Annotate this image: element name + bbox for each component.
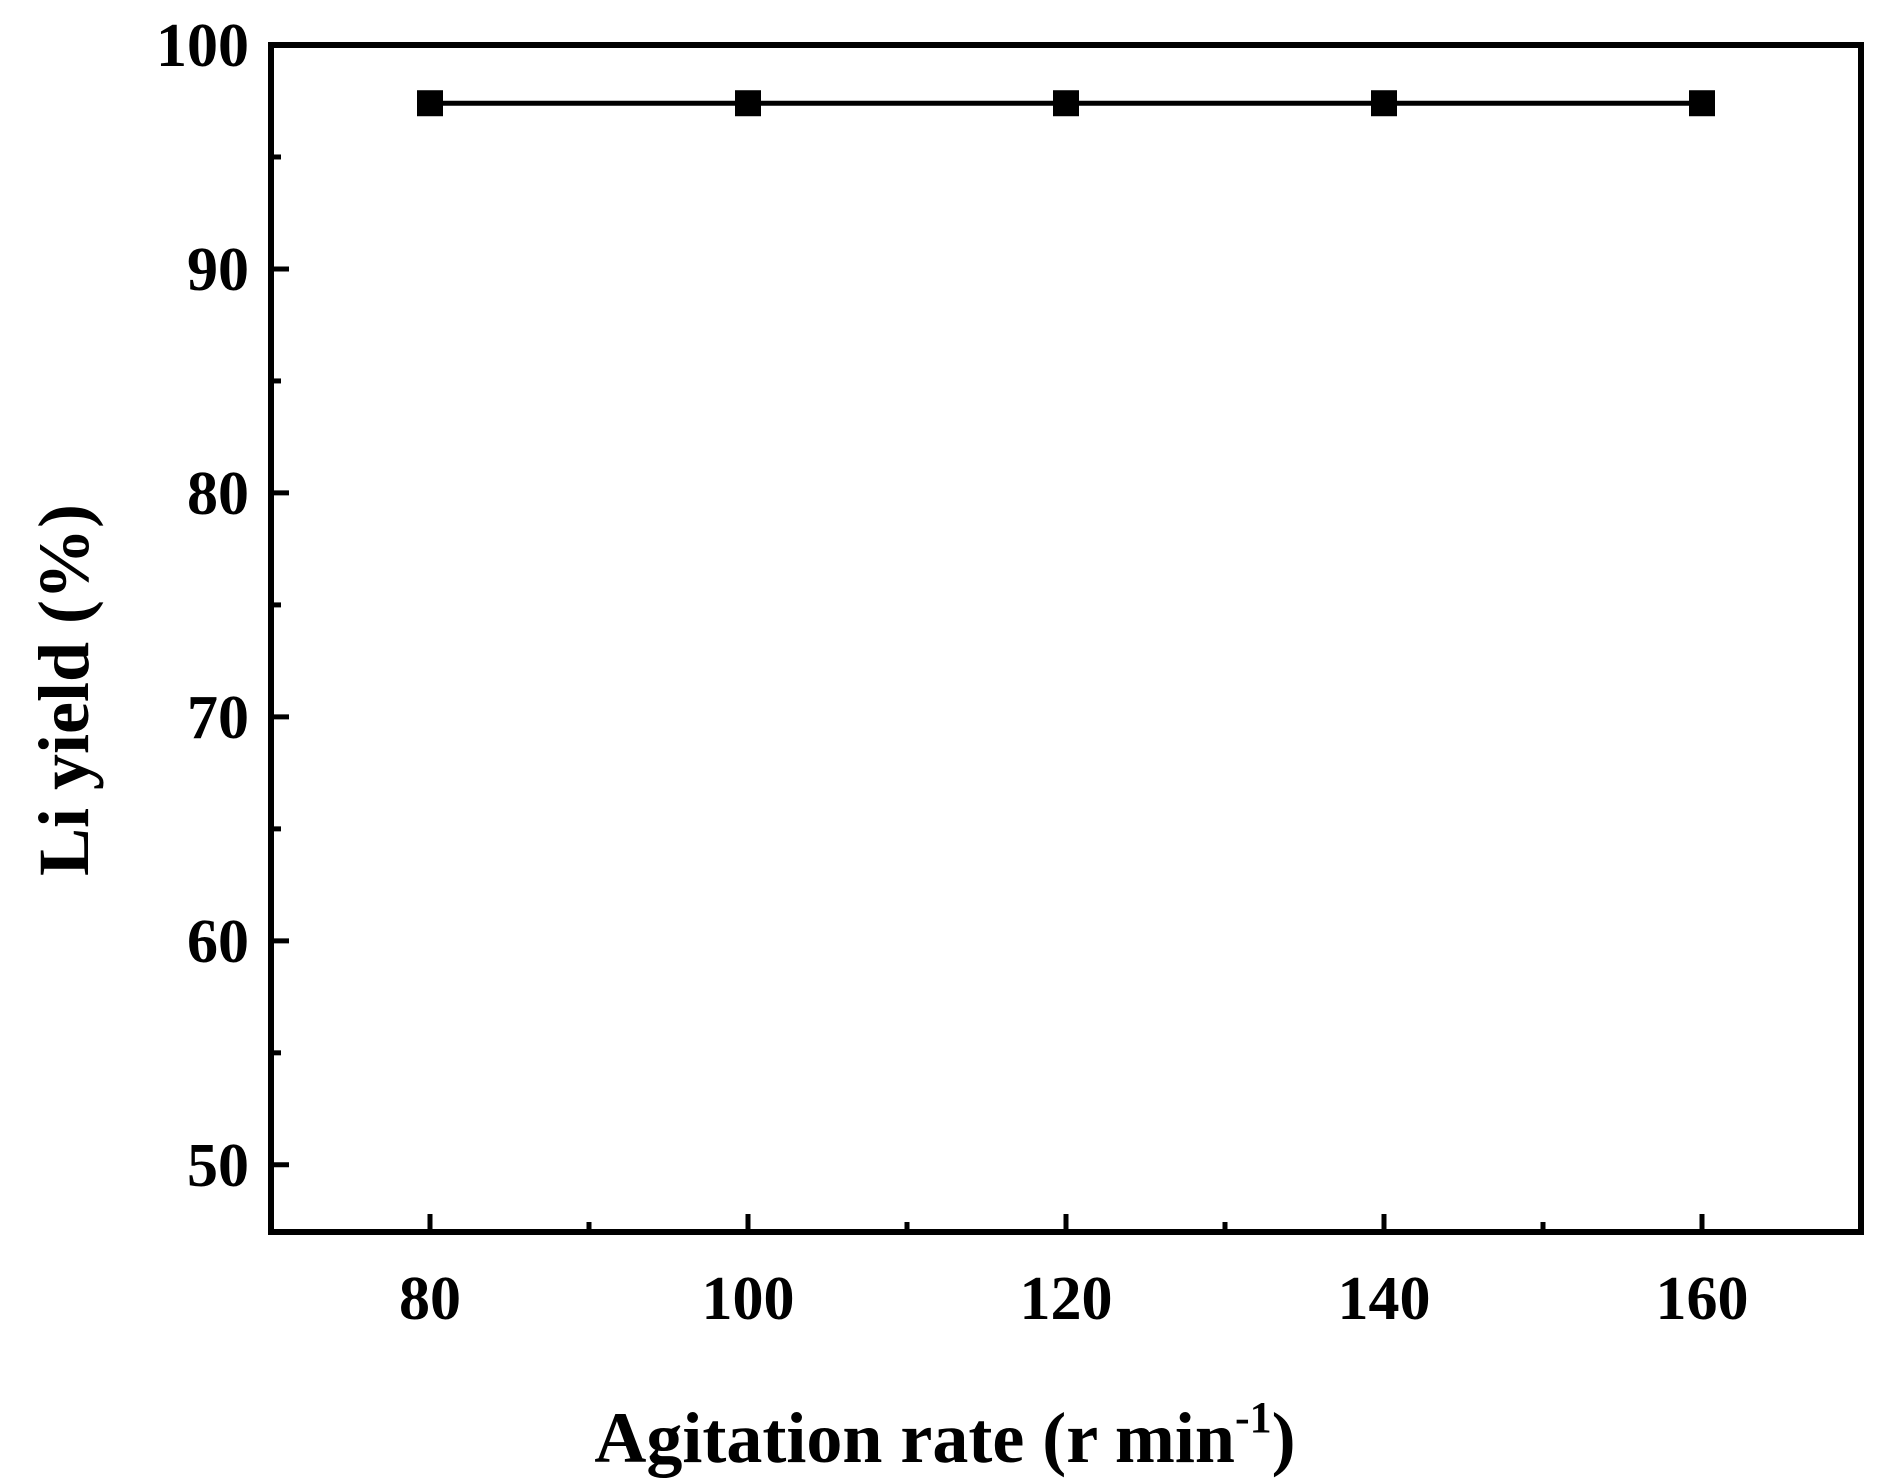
x-tick-label: 120 bbox=[1020, 1265, 1113, 1333]
x-tick-label: 160 bbox=[1656, 1265, 1749, 1333]
y-tick-label: 80 bbox=[187, 460, 249, 528]
y-tick-label: 50 bbox=[187, 1132, 249, 1200]
series-layer bbox=[417, 90, 1715, 117]
x-tick-label: 80 bbox=[399, 1265, 461, 1333]
x-axis-label: Agitation rate (r min-1) bbox=[594, 1393, 1295, 1478]
plot-frame bbox=[268, 42, 1864, 1235]
data-point-marker bbox=[1689, 90, 1715, 117]
y-tick-label: 70 bbox=[187, 684, 249, 752]
x-tick-label: 140 bbox=[1338, 1265, 1431, 1333]
x-axis-label-main: Agitation rate (r min bbox=[594, 1398, 1235, 1478]
x-axis-label-close: ) bbox=[1272, 1398, 1296, 1478]
x-axis-label-superscript: -1 bbox=[1235, 1393, 1272, 1442]
data-point-marker bbox=[417, 90, 443, 117]
data-point-marker bbox=[1371, 90, 1397, 117]
y-axis-ticks: 50 60 70 80 90 100 bbox=[156, 12, 289, 1200]
y-tick-label: 60 bbox=[187, 908, 249, 976]
data-point-marker bbox=[735, 90, 761, 117]
y-axis-label: Li yield (%) bbox=[24, 504, 104, 876]
x-axis-ticks: 80 100 120 140 160 bbox=[399, 1214, 1749, 1333]
y-tick-label: 90 bbox=[187, 236, 249, 304]
data-point-marker bbox=[1053, 90, 1079, 117]
y-tick-label: 100 bbox=[156, 12, 249, 80]
x-tick-label: 100 bbox=[702, 1265, 795, 1333]
